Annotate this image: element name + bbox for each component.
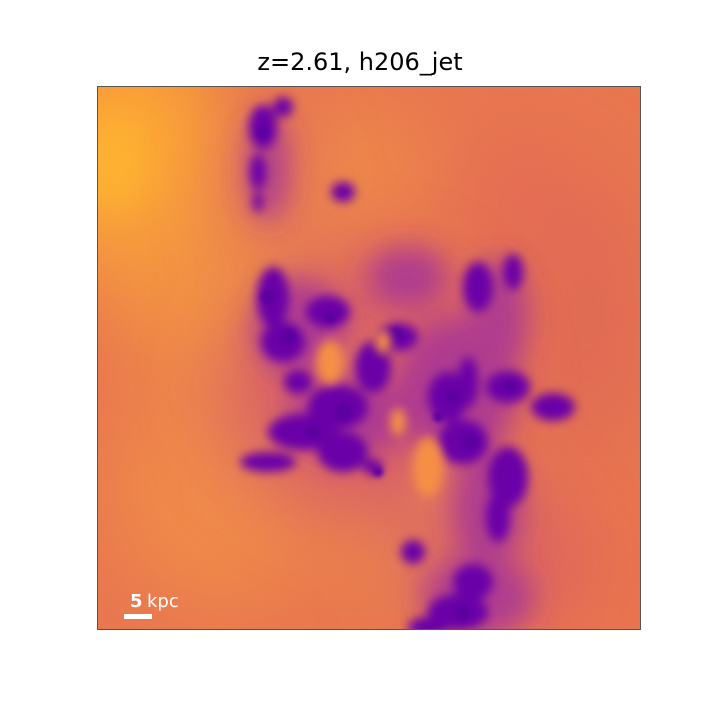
- plot-title: z=2.61, h206_jet: [257, 48, 463, 76]
- projection-image: [97, 86, 641, 630]
- scale-bar-unit: kpc: [147, 591, 179, 612]
- scale-bar-value: 5: [130, 591, 143, 612]
- gas-density-map: [98, 87, 640, 629]
- scale-bar: [124, 614, 152, 619]
